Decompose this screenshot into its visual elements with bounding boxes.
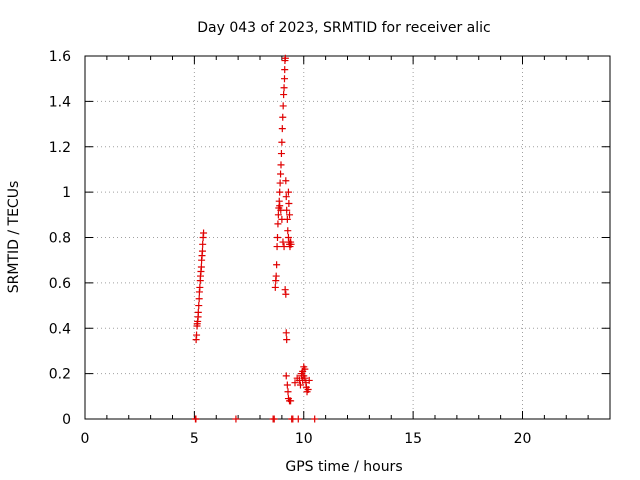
data-point — [282, 372, 290, 380]
data-point — [305, 376, 313, 384]
data-point — [291, 379, 299, 387]
data-point — [299, 376, 307, 384]
y-tick-label: 0 — [62, 412, 71, 428]
data-point — [196, 283, 204, 291]
data-point — [282, 177, 290, 185]
y-tick-label: 1.4 — [49, 94, 71, 110]
y-tick-label: 0.4 — [49, 321, 71, 337]
x-tick-label: 0 — [81, 431, 90, 447]
data-point — [200, 229, 208, 237]
data-point — [274, 220, 282, 228]
plot-frame — [84, 55, 611, 420]
data-point — [277, 206, 285, 214]
y-axis-label: SRMTID / TECUs — [6, 181, 22, 294]
data-point — [284, 388, 292, 396]
data-point — [277, 170, 285, 178]
x-tick-label: 20 — [514, 431, 532, 447]
data-point — [281, 66, 289, 74]
y-tick-label: 1.6 — [49, 49, 71, 65]
data-point — [278, 125, 286, 133]
data-point — [296, 381, 304, 389]
data-point — [197, 263, 205, 271]
data-point — [277, 161, 285, 169]
y-tick-label: 0.2 — [49, 367, 71, 383]
data-point — [193, 331, 201, 339]
data-point — [274, 211, 282, 219]
data-point — [282, 329, 290, 337]
data-point — [198, 247, 206, 255]
data-point — [281, 286, 289, 294]
data-point — [282, 290, 290, 298]
grid-lines — [85, 56, 610, 419]
data-point — [273, 261, 281, 269]
data-point — [301, 365, 309, 373]
data-point — [287, 240, 295, 248]
axis-ticks: 0 5 10 15 20 0 0.2 0.4 0.6 0.8 1 1.2 1.4 1.6 — [49, 49, 611, 447]
data-point — [276, 202, 284, 210]
data-point — [195, 295, 203, 303]
data-point — [282, 193, 290, 201]
data-point — [286, 211, 294, 219]
y-tick-label: 1.2 — [49, 140, 71, 156]
data-point — [232, 415, 240, 423]
data-point — [287, 397, 295, 405]
data-point — [283, 206, 291, 214]
data-point — [195, 302, 203, 310]
data-point — [280, 91, 288, 99]
y-tick-label: 1 — [62, 185, 71, 201]
data-point — [273, 243, 281, 251]
data-point — [283, 381, 291, 389]
x-axis-label: GPS time / hours — [285, 459, 402, 475]
data-point — [278, 138, 286, 146]
data-point — [274, 234, 281, 241]
data-point — [271, 283, 279, 291]
data-point — [304, 386, 312, 394]
data-point — [280, 84, 288, 92]
data-point — [270, 415, 278, 423]
data-point — [276, 188, 284, 196]
data-point — [199, 240, 207, 248]
x-tick-label: 5 — [190, 431, 199, 447]
data-point — [300, 372, 308, 380]
data-point — [192, 415, 200, 423]
data-point — [281, 54, 289, 62]
data-point — [283, 336, 291, 344]
data-point — [284, 188, 292, 196]
data-point — [272, 272, 280, 280]
chart-title: Day 043 of 2023, SRMTID for receiver ali… — [197, 20, 490, 36]
x-tick-label: 10 — [295, 431, 313, 447]
data-point — [283, 215, 291, 223]
data-point — [194, 308, 202, 316]
data-point — [311, 415, 319, 423]
y-tick-label: 0.6 — [49, 276, 71, 292]
data-point — [279, 113, 287, 121]
data-point — [294, 415, 302, 423]
x-tick-label: 15 — [404, 431, 422, 447]
data-point — [276, 179, 284, 187]
data-point — [279, 238, 287, 246]
data-point — [281, 75, 288, 83]
data-point — [285, 199, 293, 207]
data-point — [284, 227, 292, 235]
data-points — [191, 54, 319, 423]
y-tick-label: 0.8 — [49, 231, 71, 247]
data-point — [277, 150, 285, 158]
data-point — [280, 243, 288, 251]
data-point — [279, 102, 287, 110]
